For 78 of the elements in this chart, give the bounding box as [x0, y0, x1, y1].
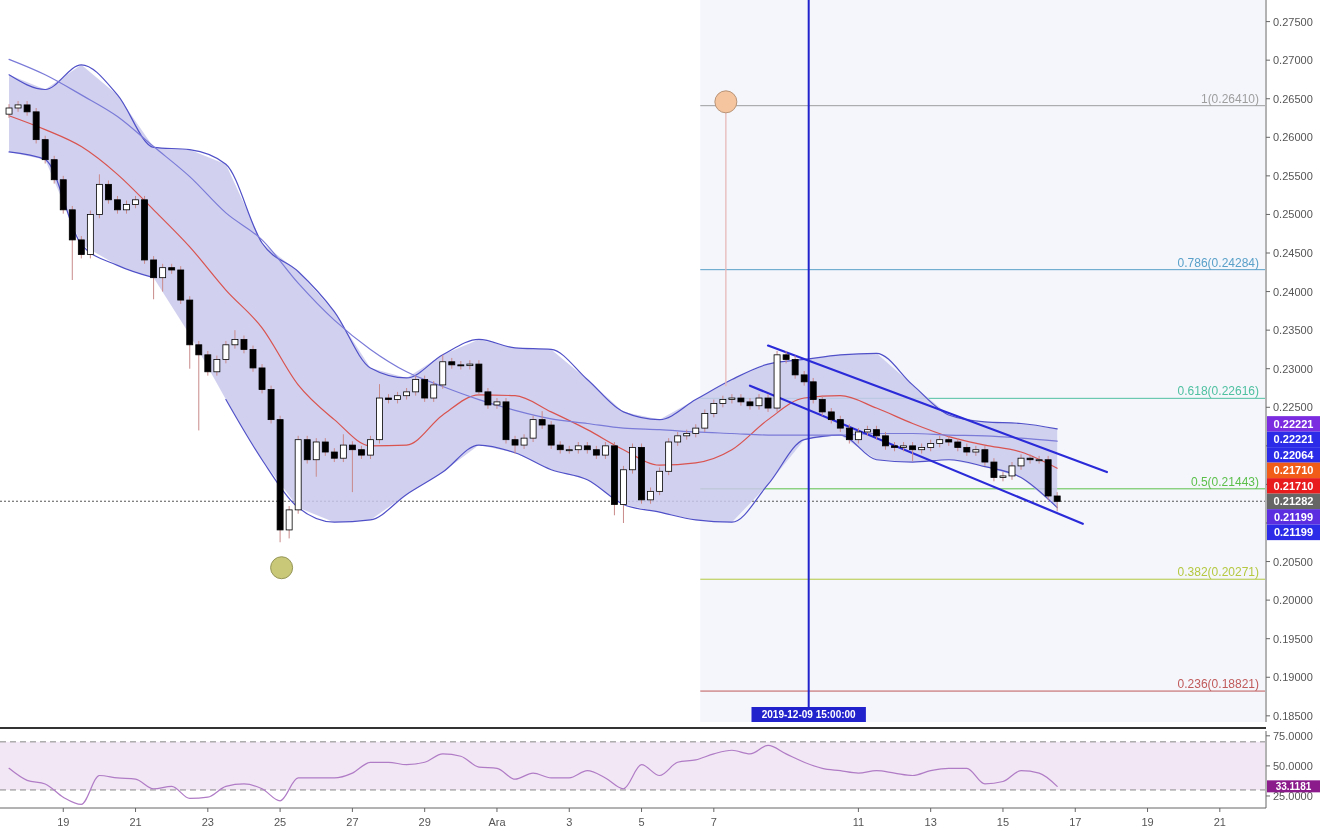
y-tick-label: 0.25000 [1273, 208, 1313, 221]
ref-line-label: 0.786(0.24284) [1177, 255, 1259, 270]
candlestick [845, 423, 853, 445]
candlestick [159, 263, 167, 293]
y-tick-label: 0.26500 [1273, 92, 1313, 105]
candlestick [809, 377, 817, 404]
y-tick-label: 0.26000 [1273, 131, 1313, 144]
x-tick-label: 15 [996, 816, 1010, 828]
candlestick [818, 395, 826, 417]
x-tick-label: 7 [710, 816, 717, 828]
candlestick [701, 409, 709, 433]
candlestick [439, 354, 447, 390]
x-tick-label: 17 [1069, 816, 1082, 828]
x-tick-label: 29 [418, 816, 431, 828]
candlestick [204, 350, 212, 377]
text: 0.21710 [1273, 479, 1314, 492]
y-tick-label: 0.20000 [1273, 594, 1313, 607]
y-tick-label: 0.22500 [1273, 401, 1313, 414]
text: 0.21199 [1273, 510, 1314, 523]
text: 0.22064 [1273, 448, 1315, 461]
text: 0.21282 [1273, 495, 1314, 508]
ref-line-label: 0.382(0.20271) [1177, 565, 1259, 580]
x-tick-label: 5 [638, 816, 645, 828]
y-tick-label: 0.24500 [1273, 247, 1313, 260]
y-tick-label: 0.18500 [1273, 709, 1313, 722]
candlestick [1053, 491, 1061, 512]
text: 0.22221 [1273, 433, 1314, 446]
candlestick [348, 440, 356, 493]
y-tick-label: 25.0000 [1273, 789, 1313, 802]
candlestick [430, 380, 438, 403]
candlestick [412, 375, 420, 397]
candlestick [656, 466, 664, 496]
ref-line-label: 0.618(0.22616) [1177, 384, 1259, 399]
text: 0.21199 [1273, 526, 1314, 539]
candlestick [312, 437, 320, 478]
x-tick-label: 27 [346, 816, 359, 828]
y-tick-label: 0.24000 [1273, 285, 1313, 298]
x-tick-label: 25 [273, 816, 287, 828]
y-tick-label: 0.20500 [1273, 555, 1313, 568]
x-tick-label: 21 [129, 816, 142, 828]
ref-line-label: 0.236(0.18821) [1177, 677, 1259, 692]
candlestick [629, 443, 636, 475]
y-tick-label: 0.25500 [1273, 169, 1313, 182]
y-tick-label: 75.0000 [1273, 729, 1313, 742]
candlestick [909, 441, 917, 462]
candlestick [41, 135, 49, 165]
x-tick-label: 11 [852, 816, 865, 828]
x-tick-label: 19 [57, 816, 70, 828]
text: 0.21710 [1273, 464, 1314, 477]
x-tick-label: 13 [924, 816, 937, 828]
text: 33.1181 [1275, 780, 1312, 792]
candlestick [105, 180, 112, 205]
ref-line-label: 1(0.26410) [1200, 91, 1259, 106]
candlestick [421, 375, 429, 403]
candlestick [150, 255, 158, 300]
y-tick-label: 0.23000 [1273, 362, 1313, 375]
candlestick [77, 235, 85, 259]
y-tick-label: 50.0000 [1273, 759, 1313, 772]
line-series [8, 744, 1058, 805]
candlestick [303, 435, 311, 465]
x-tick-label: 23 [201, 816, 214, 828]
y-tick-label: 0.23500 [1273, 324, 1313, 337]
x-tick-label: 21 [1213, 816, 1226, 828]
candlestick [547, 420, 555, 450]
y-tick-label: 0.19000 [1273, 671, 1313, 684]
candlestick [339, 433, 347, 463]
candlestick [50, 155, 58, 185]
x-tick-label: Ara [488, 816, 507, 828]
candlestick [367, 435, 374, 460]
candlestick [195, 340, 203, 431]
x-tick-label: 19 [1141, 816, 1154, 828]
ref-line-label: 0.5(0.21443) [1190, 474, 1259, 489]
ref-line-label: 2019-12-09 15:00:00 [761, 709, 857, 720]
y-tick-label: 0.27000 [1273, 54, 1313, 67]
text: 0.22221 [1273, 417, 1314, 430]
y-tick-label: 0.19500 [1273, 632, 1313, 645]
y-tick-label: 0.27500 [1273, 15, 1313, 28]
x-tick-label: 3 [566, 816, 573, 828]
